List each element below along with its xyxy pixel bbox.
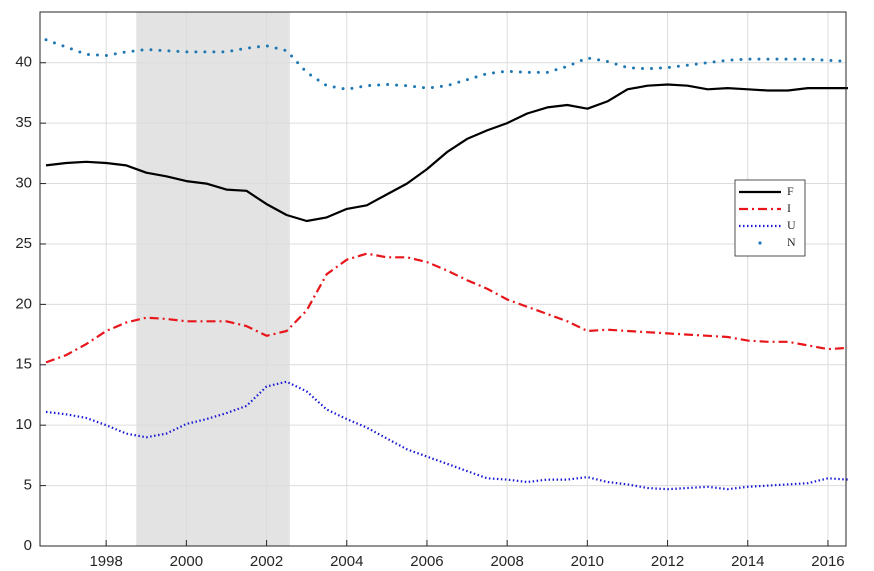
x-tick-label: 2012 — [651, 553, 684, 570]
x-tick-label: 1998 — [89, 553, 122, 570]
plot-frame — [39, 11, 847, 547]
y-tick-label: 40 — [15, 54, 32, 71]
y-tick-label: 10 — [15, 416, 32, 433]
series-line — [44, 38, 850, 91]
y-tick-label: 35 — [15, 114, 32, 131]
y-tick-label: 20 — [15, 295, 32, 312]
shaded-region — [136, 12, 290, 546]
x-tick-label: 2014 — [731, 553, 764, 570]
x-tick-label: 2016 — [811, 553, 844, 570]
y-tick-label: 25 — [15, 235, 32, 252]
x-tick-label: 2000 — [170, 553, 203, 570]
x-tick-label: 2004 — [330, 553, 363, 570]
y-tick-label: 30 — [15, 175, 32, 192]
legend-label: F — [787, 184, 794, 198]
x-tick-label: 2010 — [571, 553, 604, 570]
x-tick-label: 2002 — [250, 553, 283, 570]
y-tick-label: 0 — [24, 537, 32, 554]
y-tick-label: 5 — [24, 477, 32, 494]
legend-swatch — [758, 241, 762, 245]
y-tick-label: 15 — [15, 356, 32, 373]
legend-label: I — [787, 201, 791, 215]
legend-label: U — [787, 218, 796, 232]
legend-label: N — [787, 235, 796, 249]
x-tick-label: 2008 — [490, 553, 523, 570]
series-line — [45, 83, 848, 223]
x-tick-label: 2006 — [410, 553, 443, 570]
